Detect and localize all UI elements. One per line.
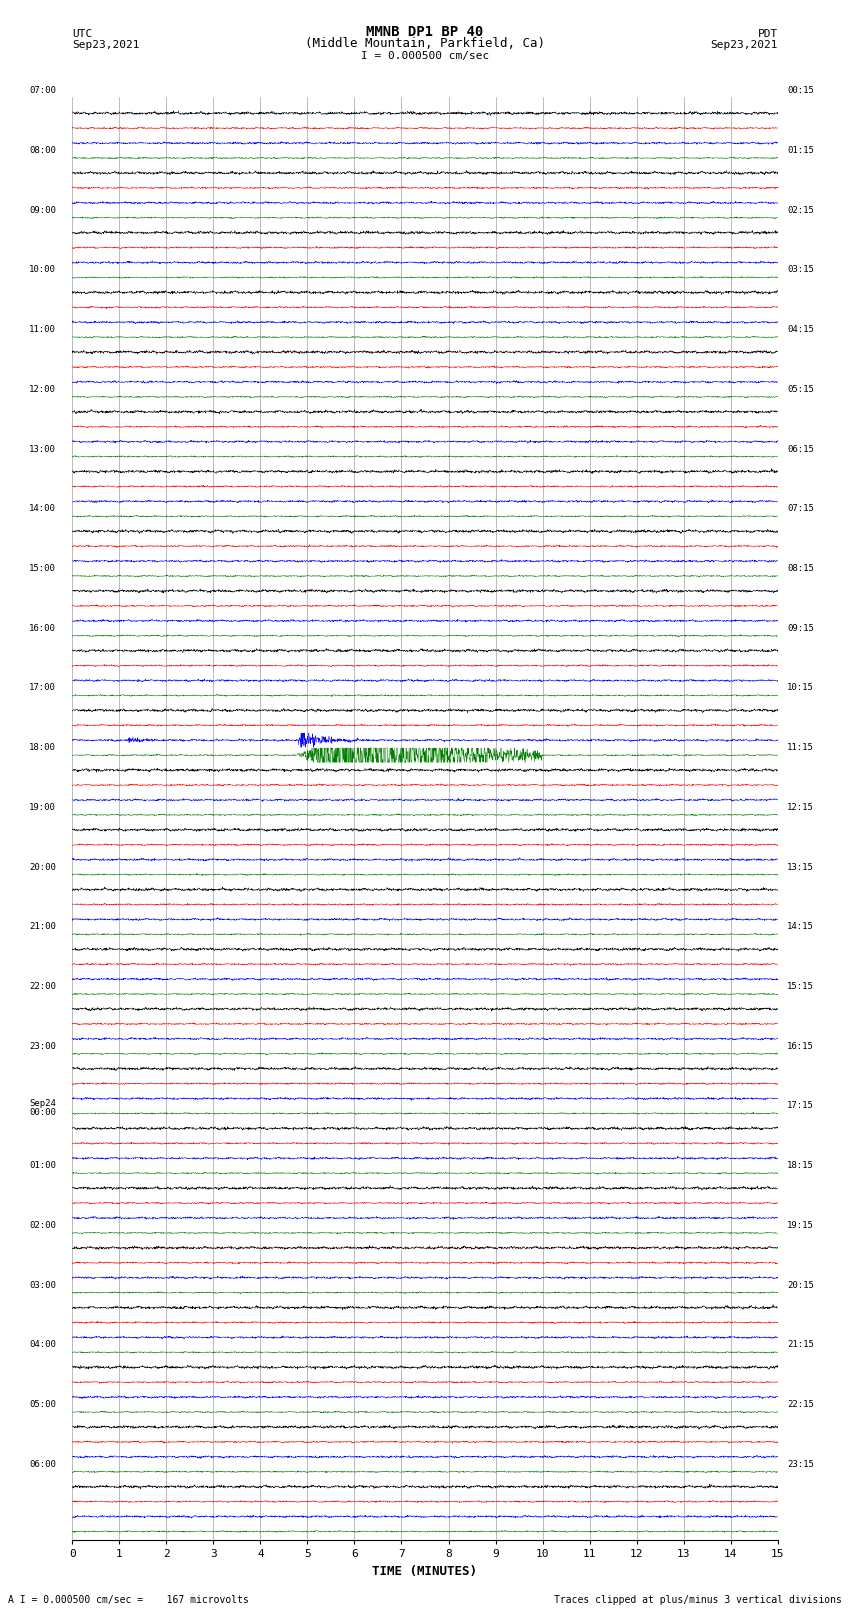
Text: 15:00: 15:00 xyxy=(29,565,56,573)
Text: 17:00: 17:00 xyxy=(29,684,56,692)
Text: 03:15: 03:15 xyxy=(787,266,814,274)
X-axis label: TIME (MINUTES): TIME (MINUTES) xyxy=(372,1565,478,1578)
Text: 22:15: 22:15 xyxy=(787,1400,814,1410)
Text: 10:15: 10:15 xyxy=(787,684,814,692)
Text: 02:15: 02:15 xyxy=(787,206,814,215)
Text: Sep23,2021: Sep23,2021 xyxy=(72,40,139,50)
Text: 11:15: 11:15 xyxy=(787,744,814,752)
Text: 17:15: 17:15 xyxy=(787,1102,814,1110)
Text: MMNB DP1 BP 40: MMNB DP1 BP 40 xyxy=(366,24,484,39)
Text: 22:00: 22:00 xyxy=(29,982,56,990)
Text: UTC: UTC xyxy=(72,29,93,39)
Text: 05:00: 05:00 xyxy=(29,1400,56,1410)
Text: A I = 0.000500 cm/sec =    167 microvolts: A I = 0.000500 cm/sec = 167 microvolts xyxy=(8,1595,249,1605)
Text: 07:15: 07:15 xyxy=(787,505,814,513)
Text: 00:15: 00:15 xyxy=(787,87,814,95)
Text: 04:00: 04:00 xyxy=(29,1340,56,1350)
Text: 20:15: 20:15 xyxy=(787,1281,814,1290)
Text: 03:00: 03:00 xyxy=(29,1281,56,1290)
Text: 11:00: 11:00 xyxy=(29,326,56,334)
Text: 01:15: 01:15 xyxy=(787,147,814,155)
Text: 09:00: 09:00 xyxy=(29,206,56,215)
Text: 02:00: 02:00 xyxy=(29,1221,56,1231)
Text: 14:00: 14:00 xyxy=(29,505,56,513)
Text: 00:00: 00:00 xyxy=(29,1108,56,1118)
Text: 01:00: 01:00 xyxy=(29,1161,56,1169)
Text: I = 0.000500 cm/sec: I = 0.000500 cm/sec xyxy=(361,52,489,61)
Text: 13:15: 13:15 xyxy=(787,863,814,871)
Text: 12:15: 12:15 xyxy=(787,803,814,811)
Text: 16:15: 16:15 xyxy=(787,1042,814,1050)
Text: 12:00: 12:00 xyxy=(29,386,56,394)
Text: 15:15: 15:15 xyxy=(787,982,814,990)
Text: 04:15: 04:15 xyxy=(787,326,814,334)
Text: 10:00: 10:00 xyxy=(29,266,56,274)
Text: 14:15: 14:15 xyxy=(787,923,814,931)
Text: 21:15: 21:15 xyxy=(787,1340,814,1350)
Text: 16:00: 16:00 xyxy=(29,624,56,632)
Text: 19:00: 19:00 xyxy=(29,803,56,811)
Text: 18:15: 18:15 xyxy=(787,1161,814,1169)
Text: 09:15: 09:15 xyxy=(787,624,814,632)
Text: 20:00: 20:00 xyxy=(29,863,56,871)
Text: 05:15: 05:15 xyxy=(787,386,814,394)
Text: Sep23,2021: Sep23,2021 xyxy=(711,40,778,50)
Text: Traces clipped at plus/minus 3 vertical divisions: Traces clipped at plus/minus 3 vertical … xyxy=(553,1595,842,1605)
Text: (Middle Mountain, Parkfield, Ca): (Middle Mountain, Parkfield, Ca) xyxy=(305,37,545,50)
Text: 23:00: 23:00 xyxy=(29,1042,56,1050)
Text: 19:15: 19:15 xyxy=(787,1221,814,1231)
Text: 07:00: 07:00 xyxy=(29,87,56,95)
Text: 13:00: 13:00 xyxy=(29,445,56,453)
Text: 23:15: 23:15 xyxy=(787,1460,814,1469)
Text: 08:00: 08:00 xyxy=(29,147,56,155)
Text: PDT: PDT xyxy=(757,29,778,39)
Text: 08:15: 08:15 xyxy=(787,565,814,573)
Text: 06:00: 06:00 xyxy=(29,1460,56,1469)
Text: 06:15: 06:15 xyxy=(787,445,814,453)
Text: 21:00: 21:00 xyxy=(29,923,56,931)
Text: 18:00: 18:00 xyxy=(29,744,56,752)
Text: Sep24: Sep24 xyxy=(29,1098,56,1108)
